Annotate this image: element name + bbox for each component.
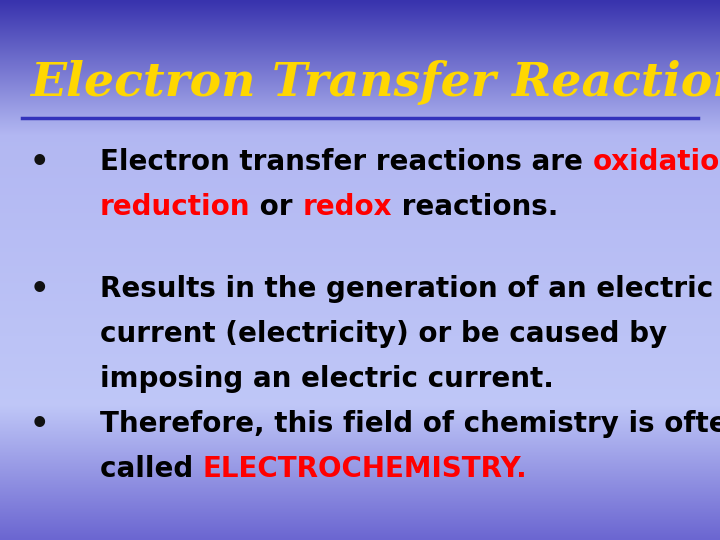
Text: •: •	[30, 410, 50, 439]
Text: •: •	[30, 275, 50, 304]
Text: ELECTROCHEMISTRY.: ELECTROCHEMISTRY.	[203, 455, 528, 483]
Text: redox: redox	[302, 193, 392, 221]
Text: reduction: reduction	[100, 193, 251, 221]
Text: oxidation-: oxidation-	[593, 148, 720, 176]
Text: •: •	[30, 148, 50, 177]
Text: Therefore, this field of chemistry is often: Therefore, this field of chemistry is of…	[100, 410, 720, 438]
Text: Electron Transfer Reactions: Electron Transfer Reactions	[30, 60, 720, 106]
Text: Results in the generation of an electric: Results in the generation of an electric	[100, 275, 714, 303]
Text: or: or	[251, 193, 302, 221]
Text: called: called	[100, 455, 203, 483]
Text: current (electricity) or be caused by: current (electricity) or be caused by	[100, 320, 667, 348]
Text: imposing an electric current.: imposing an electric current.	[100, 365, 554, 393]
Text: Electron transfer reactions are: Electron transfer reactions are	[100, 148, 593, 176]
Text: reactions.: reactions.	[392, 193, 559, 221]
